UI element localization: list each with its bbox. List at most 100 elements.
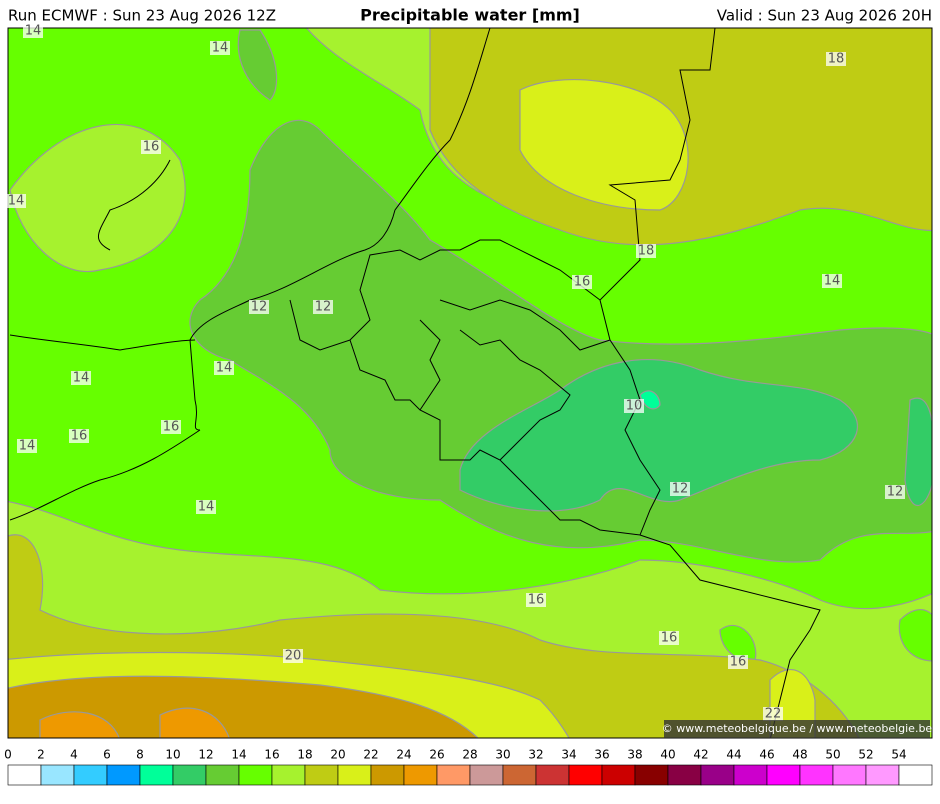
copyright: © www.meteobelgique.be / www.meteobelgie… xyxy=(662,722,933,735)
colorbar-box xyxy=(139,764,174,786)
contour-label: 12 xyxy=(887,485,904,500)
contour-label-bg xyxy=(71,371,91,385)
colorbar-box xyxy=(403,764,438,786)
colorbar-label: 0 xyxy=(4,748,12,762)
contour-label-bg xyxy=(313,300,333,314)
colorbar-label: 28 xyxy=(462,748,477,762)
contour-label: 16 xyxy=(574,275,591,290)
contour-label: 12 xyxy=(672,482,689,497)
contour-labels: 14 14 18 16 14 18 16 14 12 12 14 14 16 16 14 10 12 12 14 16… xyxy=(6,24,905,722)
colorbar-label: 48 xyxy=(792,748,807,762)
colorbar-label: 6 xyxy=(103,748,111,762)
region xyxy=(237,29,278,101)
contour-label: 16 xyxy=(661,631,678,646)
region xyxy=(904,397,932,507)
colorbar-box xyxy=(799,764,834,786)
colorbar-box xyxy=(205,764,240,786)
title: Precipitable water [mm] xyxy=(360,6,580,25)
colorbar-label: 26 xyxy=(429,748,444,762)
colorbar-box xyxy=(370,764,405,786)
contour-label-bg xyxy=(636,244,656,258)
colorbar-label: 34 xyxy=(561,748,576,762)
colorbar-label: 44 xyxy=(726,748,741,762)
borders xyxy=(9,28,821,738)
colorbar-label: 32 xyxy=(528,748,543,762)
contour-label: 12 xyxy=(315,300,332,315)
map-frame xyxy=(7,27,933,739)
contour-label-bg xyxy=(670,482,690,496)
colorbar-box xyxy=(73,764,108,786)
colorbar-label: 12 xyxy=(198,748,213,762)
contour-label-bg xyxy=(6,194,26,208)
contour-label-bg xyxy=(196,500,216,514)
copyright-box xyxy=(664,720,930,738)
colorbar-box xyxy=(502,764,537,786)
colorbar-label: 16 xyxy=(264,748,279,762)
contour-label: 20 xyxy=(285,649,302,664)
contour-label: 16 xyxy=(143,140,160,155)
colorbar-label: 38 xyxy=(627,748,642,762)
contour-label-bg xyxy=(69,429,89,443)
contour-label-bg xyxy=(624,399,644,413)
colorbar-box xyxy=(106,764,141,786)
region xyxy=(9,124,186,273)
colorbar-label: 36 xyxy=(594,748,609,762)
contour-label-bg xyxy=(210,41,230,55)
region xyxy=(39,707,230,738)
contour-label: 16 xyxy=(528,593,545,608)
colorbar-label: 20 xyxy=(330,748,345,762)
colorbar-box xyxy=(238,764,273,786)
contour-label-bg xyxy=(885,485,905,499)
contour-label-bg xyxy=(161,420,181,434)
colorbar-label: 14 xyxy=(231,748,246,762)
contour-label-bg xyxy=(822,274,842,288)
colorbar-box xyxy=(568,764,603,786)
run-info: Run ECMWF : Sun 23 Aug 2026 12Z xyxy=(8,7,276,25)
colorbar-label: 46 xyxy=(759,748,774,762)
colorbar-box xyxy=(766,764,801,786)
contour-label: 22 xyxy=(765,707,782,722)
colorbar-box xyxy=(535,764,570,786)
contour-label: 14 xyxy=(216,361,233,376)
colorbar-label: 50 xyxy=(825,748,840,762)
region xyxy=(459,359,858,512)
contour-label-bg xyxy=(141,140,161,154)
colorbar-box xyxy=(700,764,735,786)
colorbar-label: 10 xyxy=(165,748,180,762)
contour-label: 14 xyxy=(824,274,841,289)
colorbar-box xyxy=(40,764,75,786)
coast xyxy=(98,159,171,251)
colorbar-box xyxy=(898,764,933,786)
contour-label: 14 xyxy=(198,500,215,515)
region xyxy=(8,675,479,738)
contour-label: 14 xyxy=(73,371,90,386)
colorbar-label: 52 xyxy=(858,748,873,762)
colorbar-box xyxy=(832,764,867,786)
region xyxy=(519,79,689,211)
colorbar-box xyxy=(337,764,372,786)
contour-label: 16 xyxy=(730,655,747,670)
contour-label: 14 xyxy=(25,24,42,39)
colorbar-label: 4 xyxy=(70,748,78,762)
colorbar-box xyxy=(304,764,339,786)
colorbar-label: 30 xyxy=(495,748,510,762)
colorbar-box xyxy=(436,764,471,786)
contour-label-bg xyxy=(763,707,783,721)
contour-label-bg xyxy=(572,275,592,289)
contour-label: 14 xyxy=(212,41,229,56)
region xyxy=(898,609,932,662)
colorbar-box xyxy=(172,764,207,786)
contour-label: 16 xyxy=(71,429,88,444)
contour-label: 18 xyxy=(638,244,655,259)
map xyxy=(7,27,933,739)
valid-info: Valid : Sun 23 Aug 2026 20H xyxy=(717,7,932,25)
contour-label: 12 xyxy=(251,300,268,315)
colorbar: 0 2 4 6 8 10 12 14 16 18 20 22 24 26 28 30 32 34 36 38 40 42 4… xyxy=(4,748,933,786)
contour-label: 14 xyxy=(19,439,36,454)
colorbar-box xyxy=(733,764,768,786)
colorbar-label: 40 xyxy=(660,748,675,762)
colorbar-box xyxy=(667,764,702,786)
contour-label-bg xyxy=(826,52,846,66)
colorbar-label: 54 xyxy=(891,748,906,762)
